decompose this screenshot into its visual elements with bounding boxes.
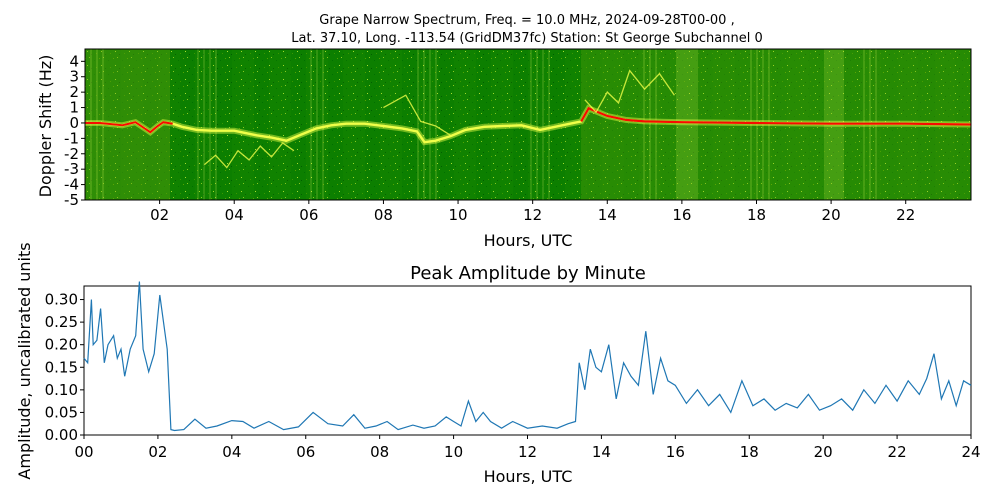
spectrum-y-tick-label: -5	[64, 191, 79, 209]
early-red-doppler-trace	[85, 121, 173, 134]
amplitude-x-tick-label: 06	[296, 443, 315, 461]
secondary-doppler-trace-2	[383, 94, 451, 136]
spectrum-x-tick-label: 04	[225, 206, 244, 224]
spectrum-y-tick-label: -3	[64, 160, 79, 178]
spectrum-y-tick-label: 0	[69, 114, 79, 132]
amplitude-y-tick-label: 0.05	[45, 403, 78, 421]
spectrum-y-axis-label: Doppler Shift (Hz)	[36, 55, 55, 198]
amplitude-x-tick-label: 04	[222, 443, 241, 461]
spectrum-x-tick-label: 08	[374, 206, 393, 224]
spectrum-title-line-2: Lat. 37.10, Long. -113.54 (GridDM37fc) S…	[291, 31, 762, 46]
amplitude-x-tick-label: 12	[518, 443, 537, 461]
spectrum-x-tick-label: 02	[150, 206, 169, 224]
strong-red-doppler-trace	[580, 106, 972, 126]
secondary-doppler-trace-1	[203, 142, 295, 169]
amplitude-line-plot: 00 02 04 06 08 10 12 14 16 18 20 22 24 0.300.250.200…	[45, 281, 981, 461]
amplitude-series-line	[83, 281, 972, 432]
spectrum-title-line-1: Grape Narrow Spectrum, Freq. = 10.0 MHz,…	[319, 13, 734, 28]
spectrum-x-tick-label: 12	[523, 206, 542, 224]
amplitude-x-tick-label: 08	[370, 443, 389, 461]
spectrum-traces	[85, 69, 972, 169]
amplitude-y-axis-label: Amplitude, uncalibrated units	[15, 242, 34, 479]
amplitude-x-tick-label: 10	[444, 443, 463, 461]
spectrum-x-tick-label: 14	[598, 206, 617, 224]
spectrum-y-tick-label: -1	[64, 129, 79, 147]
amplitude-y-tick-label: 0.25	[45, 313, 78, 331]
secondary-doppler-trace-3	[584, 69, 675, 114]
spectrum-y-tick-label: 3	[69, 68, 79, 86]
amplitude-x-tick-label: 18	[740, 443, 759, 461]
amplitude-y-tick-label: 0.20	[45, 336, 78, 354]
spectrum-y-tick-label: -2	[64, 145, 79, 163]
spectrum-x-tick-label: 10	[449, 206, 468, 224]
amplitude-x-ticks: 00 02 04 06 08 10 12 14 16 18 20 22 24	[74, 435, 981, 461]
amplitude-x-tick-label: 16	[666, 443, 685, 461]
spectrum-x-tick-label: 16	[672, 206, 691, 224]
amplitude-x-tick-label: 22	[888, 443, 907, 461]
amplitude-x-tick-label: 02	[148, 443, 167, 461]
spectrum-x-tick-label: 20	[822, 206, 841, 224]
spectrum-y-tick-label: 4	[69, 52, 79, 70]
amplitude-y-tick-label: 0.00	[45, 426, 78, 444]
spectrum-x-tick-label: 22	[896, 206, 915, 224]
spectrum-y-tick-label: 1	[69, 99, 79, 117]
spectrum-x-tick-label: 18	[747, 206, 766, 224]
amplitude-y-tick-label: 0.10	[45, 381, 78, 399]
amplitude-y-ticks: 0.30 0.25 0.20 0.15 0.10 0.05 0.00	[45, 291, 84, 444]
amplitude-y-tick-label: 0.15	[45, 358, 78, 376]
spectrum-x-axis-label: Hours, UTC	[484, 231, 573, 250]
spectrum-y-tick-label: 2	[69, 83, 79, 101]
amplitude-x-tick-label: 14	[592, 443, 611, 461]
amplitude-x-tick-label: 24	[961, 443, 980, 461]
amplitude-x-axis-label: Hours, UTC	[484, 467, 573, 486]
amplitude-x-tick-label: 20	[814, 443, 833, 461]
amplitude-y-tick-label: 0.30	[45, 291, 78, 309]
spectrum-frame	[84, 48, 972, 201]
spectrum-x-tick-label: 06	[299, 206, 318, 224]
amplitude-x-tick-label: 00	[74, 443, 93, 461]
spectrum-x-ticks: 02 04 06 08 10 12 14 16 18 20 22	[150, 200, 915, 224]
spectrum-y-tick-label: -4	[64, 176, 79, 194]
amplitude-title: Peak Amplitude by Minute	[410, 263, 646, 284]
amplitude-frame	[83, 285, 972, 436]
